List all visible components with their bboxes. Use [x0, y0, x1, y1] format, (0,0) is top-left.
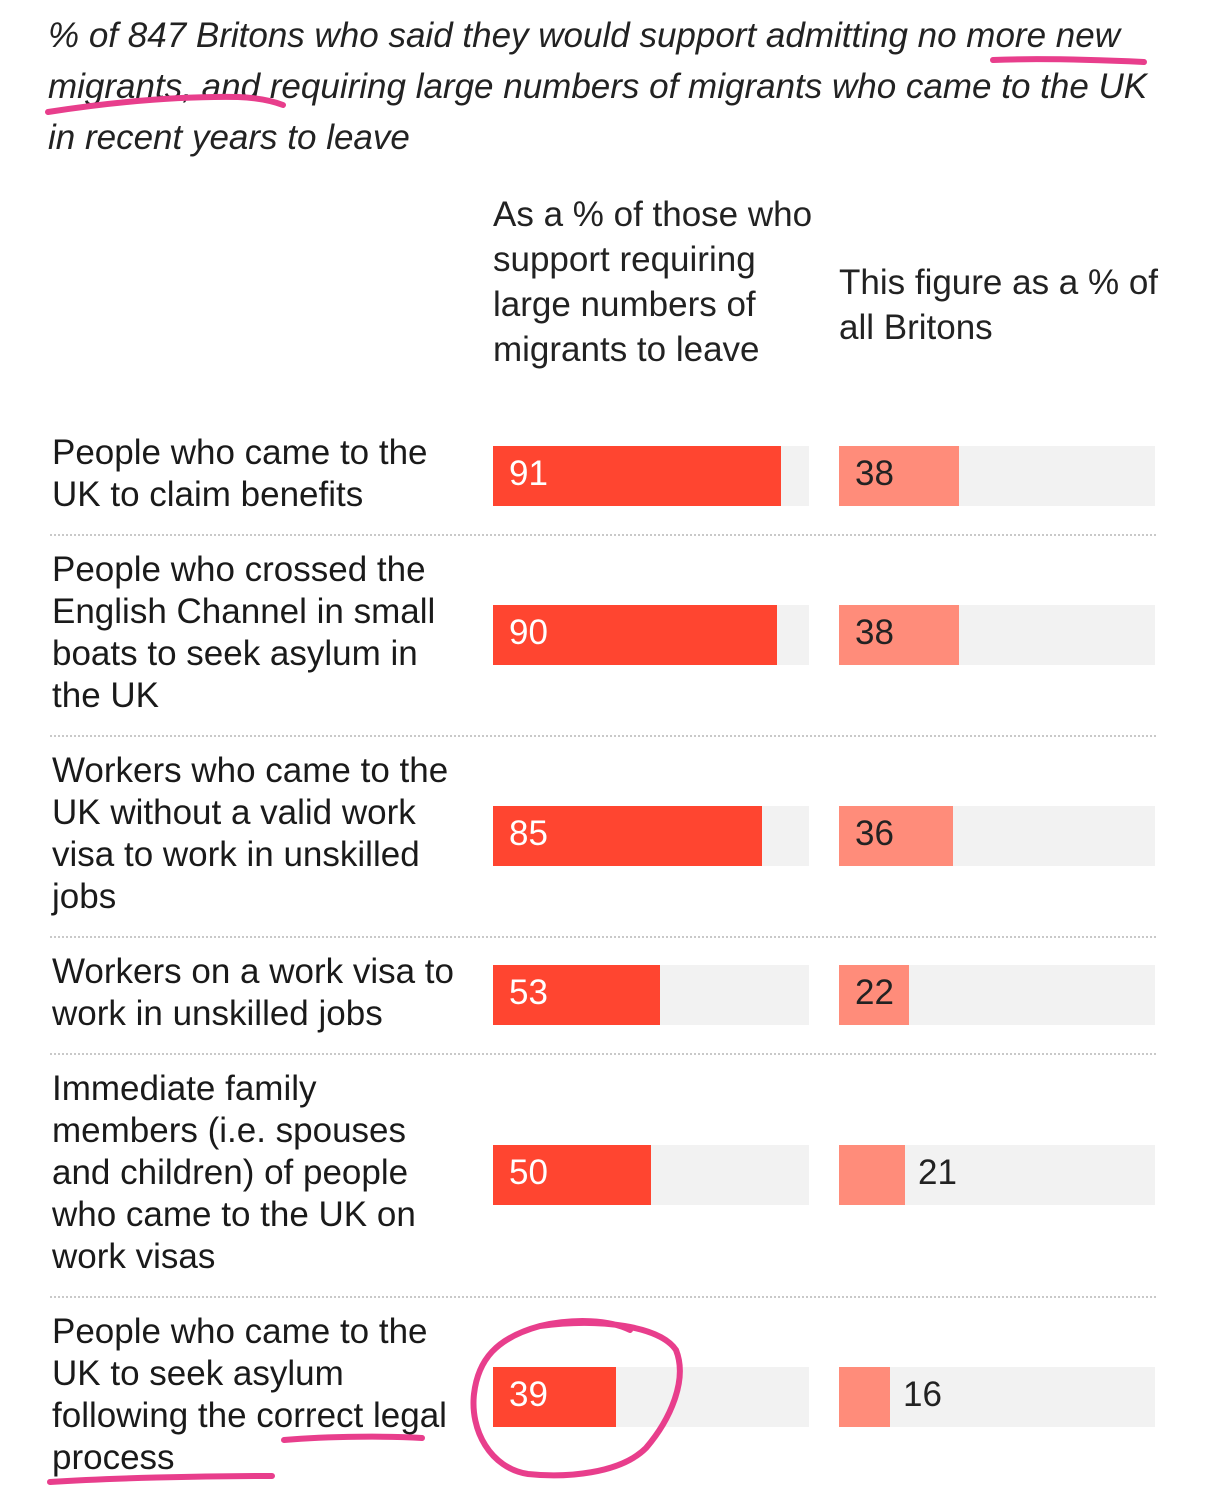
category-label-benefits: People who came to the UK to claim benef… — [52, 433, 428, 514]
all-britons-track-visa-workers: 22 — [839, 965, 1155, 1025]
supporters-bar-small-boats — [493, 605, 777, 665]
row-divider — [50, 936, 1156, 938]
category-label-no-visa-workers: Workers who came to the UK without a val… — [52, 751, 449, 916]
all-britons-track-no-visa-workers: 36 — [839, 806, 1155, 866]
supporters-value-benefits: 91 — [509, 454, 548, 493]
supporters-track-no-visa-workers: 85 — [493, 806, 809, 866]
all-britons-value-legal-asylum: 16 — [903, 1375, 942, 1414]
supporters-value-small-boats: 90 — [509, 613, 548, 652]
supporters-track-legal-asylum: 39 — [493, 1367, 809, 1427]
all-britons-track-small-boats: 38 — [839, 605, 1155, 665]
all-britons-bar-family-members — [839, 1145, 905, 1205]
chart-title: % of 847 Britons who said they would sup… — [48, 10, 1168, 163]
supporters-track-family-members: 50 — [493, 1145, 809, 1205]
row-divider — [50, 1296, 1156, 1298]
supporters-value-legal-asylum: 39 — [509, 1375, 548, 1414]
all-britons-bar-no-visa-workers — [839, 806, 953, 866]
supporters-track-benefits: 91 — [493, 446, 809, 506]
supporters-bar-visa-workers — [493, 965, 660, 1025]
all-britons-bar-small-boats — [839, 605, 959, 665]
supporters-bar-benefits — [493, 446, 781, 506]
column-header-supporters: As a % of those who support requiring la… — [493, 195, 813, 369]
row-divider — [50, 534, 1156, 536]
category-label-legal-asylum: People who came to the UK to seek asylum… — [52, 1312, 447, 1477]
all-britons-value-visa-workers: 22 — [855, 973, 894, 1012]
supporters-track-visa-workers: 53 — [493, 965, 809, 1025]
chart-title-highlight: no more new migrants, — [48, 16, 1120, 106]
supporters-bar-no-visa-workers — [493, 806, 762, 866]
all-britons-track-legal-asylum: 16 — [839, 1367, 1155, 1427]
all-britons-bar-legal-asylum — [839, 1367, 890, 1427]
supporters-value-no-visa-workers: 85 — [509, 814, 548, 853]
all-britons-bar-benefits — [839, 446, 959, 506]
supporters-value-family-members: 50 — [509, 1153, 548, 1192]
all-britons-value-family-members: 21 — [918, 1153, 957, 1192]
all-britons-bar-visa-workers — [839, 965, 909, 1025]
row-divider — [50, 735, 1156, 737]
column-header-all-britons: This figure as a % of all Britons — [839, 263, 1159, 347]
category-label-visa-workers: Workers on a work visa to work in unskil… — [52, 952, 454, 1033]
all-britons-track-family-members: 21 — [839, 1145, 1155, 1205]
all-britons-value-small-boats: 38 — [855, 613, 894, 652]
supporters-value-visa-workers: 53 — [509, 973, 548, 1012]
all-britons-value-no-visa-workers: 36 — [855, 814, 894, 853]
all-britons-value-benefits: 38 — [855, 454, 894, 493]
all-britons-track-benefits: 38 — [839, 446, 1155, 506]
category-label-small-boats: People who crossed the English Channel i… — [52, 550, 436, 715]
supporters-track-small-boats: 90 — [493, 605, 809, 665]
row-divider — [50, 1053, 1156, 1055]
category-label-family-members: Immediate family members (i.e. spouses a… — [52, 1069, 416, 1276]
chart-title-part-before: % of 847 Britons who said they would sup… — [48, 16, 918, 55]
chart-title-part-after: and requiring large numbers of migrants … — [48, 67, 1148, 157]
supporters-bar-family-members — [493, 1145, 651, 1205]
